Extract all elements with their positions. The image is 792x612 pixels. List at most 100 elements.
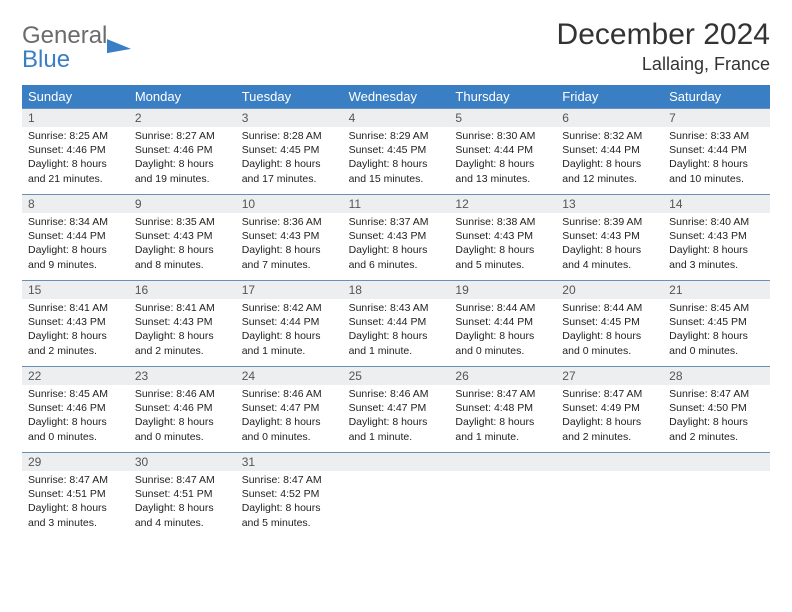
day-info: Sunrise: 8:46 AMSunset: 4:47 PMDaylight:… [343, 385, 450, 448]
calendar-day-cell: 27Sunrise: 8:47 AMSunset: 4:49 PMDayligh… [556, 366, 663, 452]
calendar-day-cell: 21Sunrise: 8:45 AMSunset: 4:45 PMDayligh… [663, 280, 770, 366]
day-info: Sunrise: 8:47 AMSunset: 4:50 PMDaylight:… [663, 385, 770, 448]
empty-day-head [663, 453, 770, 471]
day-info: Sunrise: 8:47 AMSunset: 4:49 PMDaylight:… [556, 385, 663, 448]
day-number: 20 [556, 281, 663, 299]
calendar-day-cell: 5Sunrise: 8:30 AMSunset: 4:44 PMDaylight… [449, 108, 556, 194]
day-info: Sunrise: 8:38 AMSunset: 4:43 PMDaylight:… [449, 213, 556, 276]
day-info: Sunrise: 8:35 AMSunset: 4:43 PMDaylight:… [129, 213, 236, 276]
calendar-empty-cell [343, 452, 450, 538]
day-info: Sunrise: 8:44 AMSunset: 4:45 PMDaylight:… [556, 299, 663, 362]
day-info: Sunrise: 8:25 AMSunset: 4:46 PMDaylight:… [22, 127, 129, 190]
day-number: 6 [556, 109, 663, 127]
weekday-header: Tuesday [236, 85, 343, 108]
calendar-empty-cell [449, 452, 556, 538]
day-info: Sunrise: 8:47 AMSunset: 4:52 PMDaylight:… [236, 471, 343, 534]
day-info: Sunrise: 8:42 AMSunset: 4:44 PMDaylight:… [236, 299, 343, 362]
weekday-header: Saturday [663, 85, 770, 108]
calendar-day-cell: 28Sunrise: 8:47 AMSunset: 4:50 PMDayligh… [663, 366, 770, 452]
weekday-header: Thursday [449, 85, 556, 108]
title-block: December 2024 Lallaing, France [557, 18, 770, 75]
calendar-day-cell: 23Sunrise: 8:46 AMSunset: 4:46 PMDayligh… [129, 366, 236, 452]
day-info: Sunrise: 8:45 AMSunset: 4:45 PMDaylight:… [663, 299, 770, 362]
logo-text-wrap: General Blue [22, 24, 107, 72]
day-number: 12 [449, 195, 556, 213]
calendar-day-cell: 9Sunrise: 8:35 AMSunset: 4:43 PMDaylight… [129, 194, 236, 280]
day-info: Sunrise: 8:47 AMSunset: 4:51 PMDaylight:… [129, 471, 236, 534]
day-number: 14 [663, 195, 770, 213]
location: Lallaing, France [557, 54, 770, 75]
calendar-day-cell: 6Sunrise: 8:32 AMSunset: 4:44 PMDaylight… [556, 108, 663, 194]
day-info: Sunrise: 8:30 AMSunset: 4:44 PMDaylight:… [449, 127, 556, 190]
calendar-empty-cell [663, 452, 770, 538]
day-number: 4 [343, 109, 450, 127]
day-info: Sunrise: 8:29 AMSunset: 4:45 PMDaylight:… [343, 127, 450, 190]
calendar-day-cell: 20Sunrise: 8:44 AMSunset: 4:45 PMDayligh… [556, 280, 663, 366]
empty-day-head [343, 453, 450, 471]
calendar-day-cell: 22Sunrise: 8:45 AMSunset: 4:46 PMDayligh… [22, 366, 129, 452]
day-info: Sunrise: 8:46 AMSunset: 4:46 PMDaylight:… [129, 385, 236, 448]
day-info: Sunrise: 8:43 AMSunset: 4:44 PMDaylight:… [343, 299, 450, 362]
weekday-header: Wednesday [343, 85, 450, 108]
day-info: Sunrise: 8:33 AMSunset: 4:44 PMDaylight:… [663, 127, 770, 190]
calendar-day-cell: 11Sunrise: 8:37 AMSunset: 4:43 PMDayligh… [343, 194, 450, 280]
day-info: Sunrise: 8:37 AMSunset: 4:43 PMDaylight:… [343, 213, 450, 276]
day-number: 18 [343, 281, 450, 299]
day-number: 19 [449, 281, 556, 299]
day-number: 16 [129, 281, 236, 299]
calendar-day-cell: 2Sunrise: 8:27 AMSunset: 4:46 PMDaylight… [129, 108, 236, 194]
calendar-day-cell: 30Sunrise: 8:47 AMSunset: 4:51 PMDayligh… [129, 452, 236, 538]
calendar-day-cell: 16Sunrise: 8:41 AMSunset: 4:43 PMDayligh… [129, 280, 236, 366]
day-info: Sunrise: 8:47 AMSunset: 4:48 PMDaylight:… [449, 385, 556, 448]
calendar-day-cell: 24Sunrise: 8:46 AMSunset: 4:47 PMDayligh… [236, 366, 343, 452]
header: General Blue December 2024 Lallaing, Fra… [22, 18, 770, 75]
day-info: Sunrise: 8:39 AMSunset: 4:43 PMDaylight:… [556, 213, 663, 276]
day-number: 7 [663, 109, 770, 127]
day-info: Sunrise: 8:46 AMSunset: 4:47 PMDaylight:… [236, 385, 343, 448]
calendar-day-cell: 13Sunrise: 8:39 AMSunset: 4:43 PMDayligh… [556, 194, 663, 280]
day-number: 3 [236, 109, 343, 127]
day-number: 29 [22, 453, 129, 471]
logo-word2: Blue [22, 46, 70, 73]
day-number: 21 [663, 281, 770, 299]
empty-day-head [556, 453, 663, 471]
day-number: 13 [556, 195, 663, 213]
day-number: 2 [129, 109, 236, 127]
day-info: Sunrise: 8:47 AMSunset: 4:51 PMDaylight:… [22, 471, 129, 534]
weekday-header: Monday [129, 85, 236, 108]
calendar-day-cell: 7Sunrise: 8:33 AMSunset: 4:44 PMDaylight… [663, 108, 770, 194]
calendar-day-cell: 10Sunrise: 8:36 AMSunset: 4:43 PMDayligh… [236, 194, 343, 280]
day-info: Sunrise: 8:40 AMSunset: 4:43 PMDaylight:… [663, 213, 770, 276]
day-info: Sunrise: 8:45 AMSunset: 4:46 PMDaylight:… [22, 385, 129, 448]
weekday-header: Sunday [22, 85, 129, 108]
calendar-day-cell: 18Sunrise: 8:43 AMSunset: 4:44 PMDayligh… [343, 280, 450, 366]
day-number: 11 [343, 195, 450, 213]
day-info: Sunrise: 8:36 AMSunset: 4:43 PMDaylight:… [236, 213, 343, 276]
calendar-page: General Blue December 2024 Lallaing, Fra… [0, 0, 792, 556]
calendar-day-cell: 17Sunrise: 8:42 AMSunset: 4:44 PMDayligh… [236, 280, 343, 366]
day-info: Sunrise: 8:28 AMSunset: 4:45 PMDaylight:… [236, 127, 343, 190]
day-number: 17 [236, 281, 343, 299]
weekday-header: Friday [556, 85, 663, 108]
day-number: 31 [236, 453, 343, 471]
day-number: 22 [22, 367, 129, 385]
day-number: 27 [556, 367, 663, 385]
day-info: Sunrise: 8:32 AMSunset: 4:44 PMDaylight:… [556, 127, 663, 190]
day-number: 5 [449, 109, 556, 127]
day-number: 9 [129, 195, 236, 213]
calendar-day-cell: 3Sunrise: 8:28 AMSunset: 4:45 PMDaylight… [236, 108, 343, 194]
calendar-day-cell: 12Sunrise: 8:38 AMSunset: 4:43 PMDayligh… [449, 194, 556, 280]
day-number: 25 [343, 367, 450, 385]
day-info: Sunrise: 8:41 AMSunset: 4:43 PMDaylight:… [129, 299, 236, 362]
empty-day-head [449, 453, 556, 471]
day-info: Sunrise: 8:27 AMSunset: 4:46 PMDaylight:… [129, 127, 236, 190]
calendar-day-cell: 15Sunrise: 8:41 AMSunset: 4:43 PMDayligh… [22, 280, 129, 366]
calendar-body: 1Sunrise: 8:25 AMSunset: 4:46 PMDaylight… [22, 108, 770, 538]
day-number: 26 [449, 367, 556, 385]
logo: General Blue [22, 18, 131, 72]
calendar-day-cell: 14Sunrise: 8:40 AMSunset: 4:43 PMDayligh… [663, 194, 770, 280]
calendar-day-cell: 29Sunrise: 8:47 AMSunset: 4:51 PMDayligh… [22, 452, 129, 538]
calendar-day-cell: 25Sunrise: 8:46 AMSunset: 4:47 PMDayligh… [343, 366, 450, 452]
day-number: 23 [129, 367, 236, 385]
calendar-day-cell: 4Sunrise: 8:29 AMSunset: 4:45 PMDaylight… [343, 108, 450, 194]
